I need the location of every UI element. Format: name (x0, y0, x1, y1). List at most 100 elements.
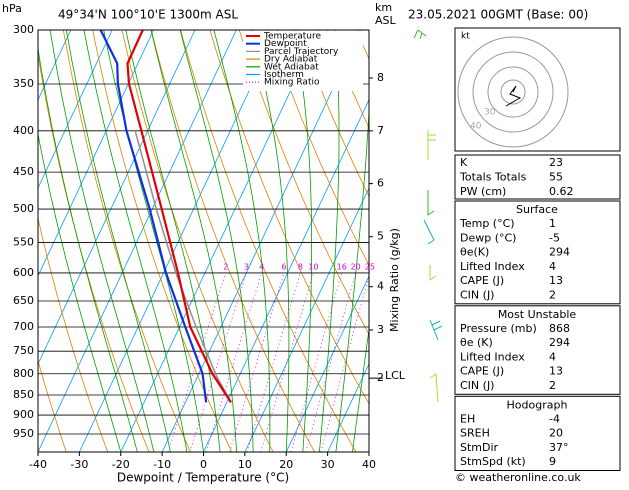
isotherm (245, 30, 443, 452)
wet-adiabat (126, 30, 220, 452)
y-tick-label: 700 (13, 320, 34, 333)
dry-adiabat (503, 30, 629, 452)
isotherm (79, 30, 277, 452)
row-value: 23 (549, 156, 563, 169)
km-tick-label: 3 (377, 323, 384, 336)
y-tick-label: 900 (13, 408, 34, 421)
dry-adiabat (591, 30, 629, 452)
isotherm (121, 30, 319, 452)
km-tick-label: 6 (377, 177, 384, 190)
row-label: Totals Totals (459, 171, 527, 184)
mixing-ratio-label: 16 (337, 262, 347, 271)
wet-adiabat (66, 30, 170, 452)
x-tick-label: 0 (200, 458, 207, 471)
row-label: StmDir (460, 441, 499, 454)
x-tick-label: 20 (279, 458, 293, 471)
row-value: 13 (549, 365, 563, 378)
section-title: Most Unstable (498, 308, 577, 321)
wind-barbs (414, 30, 442, 402)
row-value: -4 (549, 412, 560, 425)
row-value: 20 (549, 427, 563, 440)
row-value: 294 (549, 336, 570, 349)
km-tick-label: 4 (377, 280, 384, 293)
x-tick-label: -20 (112, 458, 130, 471)
x-tick-label: -10 (153, 458, 171, 471)
row-label: Pressure (mb) (460, 322, 537, 335)
y-tick-label: 850 (13, 388, 34, 401)
mixing-ratio-label: 4 (259, 262, 264, 271)
mixing-ratio-label: 20 (351, 262, 361, 271)
row-value: 4 (549, 350, 556, 363)
row-value: 9 (549, 455, 556, 468)
x-tick-label: -30 (70, 458, 88, 471)
mixing-ratio-axis-label: Mixing Ratio (g/kg) (388, 228, 401, 332)
mixing-ratio-label: 8 (298, 262, 303, 271)
section-title: Hodograph (507, 398, 568, 411)
wet-adiabat (21, 30, 121, 452)
legend-label: Mixing Ratio (264, 78, 320, 88)
mixing-ratio-line (247, 273, 300, 452)
section-title: Surface (516, 203, 558, 216)
x-axis-label: Dewpoint / Temperature (°C) (117, 471, 289, 485)
km-tick-label: 5 (377, 230, 384, 243)
row-value: 868 (549, 322, 570, 335)
isotherm (204, 30, 402, 452)
row-label: CIN (J) (460, 379, 494, 392)
wet-adiabat (336, 30, 372, 452)
dry-adiabat (269, 30, 481, 452)
wet-adiabat (252, 30, 289, 452)
row-label: Temp (°C) (459, 217, 515, 230)
row-label: Lifted Index (460, 350, 525, 363)
km-label: km (375, 1, 392, 14)
hodograph-ring-label: 30 (484, 108, 496, 118)
y-tick-label: 650 (13, 294, 34, 307)
x-tick-label: -40 (29, 458, 47, 471)
dry-adiabat (533, 30, 629, 452)
row-value: 4 (549, 260, 556, 273)
wet-adiabat (35, 30, 137, 452)
coords: 49°34'N 100°10'E 1300m ASL (58, 8, 238, 22)
mixing-ratio-line (230, 273, 284, 452)
mixing-ratio-label: 2 (223, 262, 228, 271)
row-value: 2 (549, 379, 556, 392)
row-value: 0.62 (549, 185, 574, 198)
row-label: K (460, 156, 468, 169)
row-value: 13 (549, 274, 563, 287)
y-tick-label: 400 (13, 124, 34, 137)
x-tick-label: 30 (321, 458, 335, 471)
y-tick-label: 950 (13, 427, 34, 440)
x-tick-label: 10 (238, 458, 252, 471)
profile-line (128, 30, 232, 402)
footer: © weatheronline.co.uk (455, 471, 581, 484)
dry-adiabat (562, 30, 629, 452)
date: 23.05.2021 00GMT (Base: 00) (408, 8, 588, 22)
row-label: θe(K) (460, 246, 489, 259)
row-label: CIN (J) (460, 289, 494, 302)
mixing-ratio-label: 6 (281, 262, 286, 271)
dry-adiabat (327, 30, 563, 452)
mixing-ratio-label: 25 (365, 262, 375, 271)
row-label: PW (cm) (460, 185, 506, 198)
y-tick-label: 600 (13, 266, 34, 279)
y-tick-label: 500 (13, 202, 34, 215)
x-tick-label: 40 (362, 458, 376, 471)
row-label: Lifted Index (460, 260, 525, 273)
hodograph-ring-label: 40 (470, 122, 482, 132)
row-value: 2 (549, 289, 556, 302)
row-label: CAPE (J) (460, 365, 504, 378)
row-label: EH (460, 412, 475, 425)
y-tick-label: 750 (13, 344, 34, 357)
dry-adiabat (93, 30, 232, 452)
y-tick-label: 300 (13, 23, 34, 36)
mixing-ratio-label: 10 (308, 262, 318, 271)
mixing-ratio-label: 3 (244, 262, 249, 271)
hpa-label: hPa (2, 2, 22, 15)
dry-adiabat (621, 30, 629, 452)
lcl-label: LCL (385, 369, 406, 382)
row-label: Dewp (°C) (460, 231, 516, 244)
y-tick-label: 450 (13, 165, 34, 178)
background-lines (0, 30, 629, 452)
